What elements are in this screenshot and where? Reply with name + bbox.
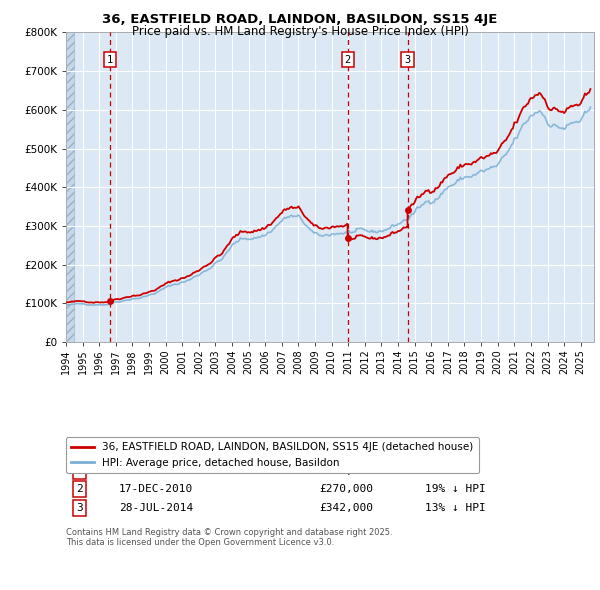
Text: 3: 3 — [404, 54, 410, 64]
Text: 28-JUL-2014: 28-JUL-2014 — [119, 503, 193, 513]
Text: 3: 3 — [76, 503, 83, 513]
Text: 1: 1 — [76, 466, 83, 476]
Text: 1: 1 — [107, 54, 113, 64]
Text: £270,000: £270,000 — [319, 484, 373, 494]
Text: Contains HM Land Registry data © Crown copyright and database right 2025.
This d: Contains HM Land Registry data © Crown c… — [66, 528, 392, 548]
Text: Price paid vs. HM Land Registry's House Price Index (HPI): Price paid vs. HM Land Registry's House … — [131, 25, 469, 38]
Text: 13% ↓ HPI: 13% ↓ HPI — [425, 503, 486, 513]
Legend: 36, EASTFIELD ROAD, LAINDON, BASILDON, SS15 4JE (detached house), HPI: Average p: 36, EASTFIELD ROAD, LAINDON, BASILDON, S… — [66, 437, 479, 473]
Bar — [66, 32, 74, 342]
Text: 19% ↓ HPI: 19% ↓ HPI — [425, 484, 486, 494]
Text: 3% ↑ HPI: 3% ↑ HPI — [425, 466, 479, 476]
Text: 30-AUG-1996: 30-AUG-1996 — [119, 466, 193, 476]
Text: 2: 2 — [344, 54, 351, 64]
Text: 17-DEC-2010: 17-DEC-2010 — [119, 484, 193, 494]
Text: £107,000: £107,000 — [319, 466, 373, 476]
Text: 36, EASTFIELD ROAD, LAINDON, BASILDON, SS15 4JE: 36, EASTFIELD ROAD, LAINDON, BASILDON, S… — [103, 13, 497, 26]
Text: £342,000: £342,000 — [319, 503, 373, 513]
Text: 2: 2 — [76, 484, 83, 494]
